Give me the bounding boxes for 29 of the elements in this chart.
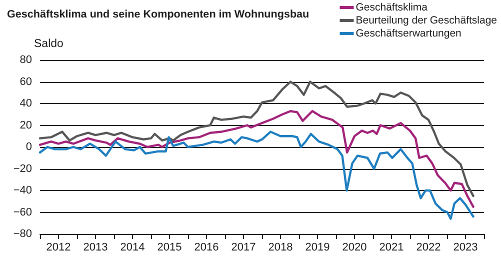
y-tick-label: 40 (20, 98, 32, 110)
line-series (38, 110, 474, 208)
x-tick-label: 2018 (268, 242, 293, 254)
legend-label: Beurteilung der Geschäftslage (356, 14, 498, 26)
x-tick-label: 2020 (342, 242, 367, 254)
y-axis-title: Saldo (34, 38, 64, 50)
x-tick-label: 2021 (379, 242, 404, 254)
x-tick-label: 2017 (231, 242, 256, 254)
x-tick-label: 2014 (120, 242, 145, 254)
chart-title: Geschäftsklima und seine Komponenten im Wohnungsbau (7, 8, 310, 20)
line-series (38, 80, 474, 198)
x-tick-label: 2023 (453, 242, 478, 254)
legend-label: Geschäftserwartungen (356, 28, 462, 40)
y-tick-label: −60 (13, 206, 32, 218)
y-tick-label: 60 (20, 76, 32, 88)
y-tick-label: −80 (13, 228, 32, 240)
y-tick-label: −20 (13, 162, 32, 175)
line-series (38, 130, 474, 220)
y-tick-label: −40 (13, 184, 32, 196)
y-tick-label: 0 (26, 141, 32, 153)
legend-label: Geschäftsklima (356, 2, 428, 14)
x-tick-label: 2016 (194, 242, 219, 254)
x-tick-label: 2022 (416, 242, 441, 254)
x-tick-label: 2012 (46, 242, 71, 254)
x-tick-label: 2019 (305, 242, 330, 254)
x-tick-label: 2015 (157, 242, 182, 254)
y-tick-label: 80 (20, 54, 32, 66)
y-tick-label: 20 (20, 119, 32, 132)
x-tick-label: 2013 (83, 242, 108, 254)
